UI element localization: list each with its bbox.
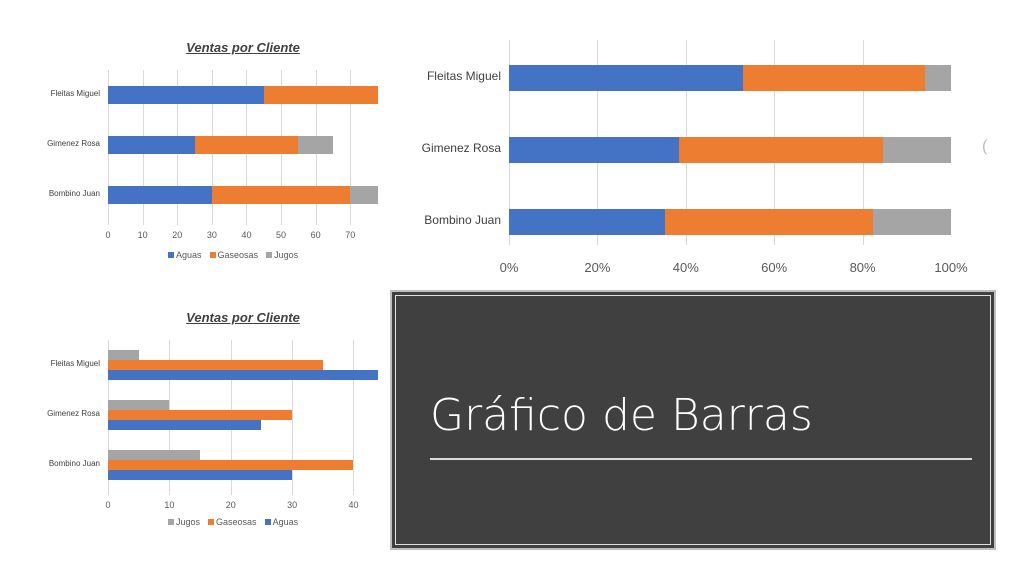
title-panel-frame bbox=[395, 295, 991, 545]
bar-gaseosas bbox=[679, 137, 883, 163]
legend-label: Aguas bbox=[176, 250, 202, 260]
x-tick-label: 100% bbox=[934, 260, 968, 275]
legend-item-gaseosas: Gaseosas bbox=[208, 517, 257, 527]
bar-aguas bbox=[108, 186, 212, 204]
legend-item-jugos: Jugos bbox=[266, 250, 298, 260]
y-category-label: Gimenez Rosa bbox=[421, 141, 501, 156]
legend-label: Jugos bbox=[176, 517, 201, 527]
legend-item-gaseosas: Gaseosas bbox=[209, 250, 259, 260]
stray-mark: ( bbox=[982, 138, 988, 155]
title-underline bbox=[430, 458, 972, 460]
slide-title: Gráfico de Barras bbox=[430, 390, 813, 441]
x-tick-label: 20% bbox=[584, 260, 611, 275]
bar-jugos bbox=[108, 400, 170, 410]
x-tick-label: 10 bbox=[164, 500, 175, 510]
gridline bbox=[353, 340, 355, 495]
y-category-label: Fleitas Miguel bbox=[426, 69, 501, 84]
bar-aguas bbox=[108, 370, 378, 380]
legend-swatch bbox=[266, 252, 273, 258]
x-tick-label: 0 bbox=[105, 230, 111, 240]
bar-jugos bbox=[108, 450, 201, 460]
x-tick-label: 40 bbox=[348, 500, 359, 510]
bar-aguas bbox=[108, 136, 195, 154]
x-tick-label: 50 bbox=[276, 230, 287, 240]
x-tick-label: 40% bbox=[672, 260, 699, 275]
y-category-label: Fleitas Miguel bbox=[50, 359, 100, 369]
bar-jugos bbox=[108, 350, 139, 360]
bar-aguas bbox=[509, 209, 665, 235]
title-panel: Gráfico de Barras bbox=[390, 290, 996, 550]
legend-swatch bbox=[264, 519, 271, 525]
bar-gaseosas bbox=[743, 65, 925, 91]
bar-gaseosas bbox=[108, 410, 293, 420]
chart-title: Ventas por Cliente bbox=[186, 40, 300, 55]
x-tick-label: 40 bbox=[241, 230, 252, 240]
y-category-label: Bombino Juan bbox=[48, 459, 100, 469]
y-category-label: Gimenez Rosa bbox=[47, 409, 100, 419]
bar-gaseosas bbox=[194, 136, 299, 154]
legend-item-aguas: Aguas bbox=[168, 250, 202, 260]
x-tick-label: 20 bbox=[225, 500, 236, 510]
bar-jugos bbox=[883, 137, 951, 163]
x-tick-label: 60 bbox=[310, 230, 321, 240]
chart-title: Ventas por Cliente bbox=[186, 310, 300, 325]
legend-item-aguas: Aguas bbox=[264, 517, 299, 527]
gridline bbox=[292, 340, 294, 495]
x-tick-label: 10 bbox=[137, 230, 148, 240]
bar-jugos bbox=[873, 209, 951, 235]
x-tick-label: 0% bbox=[499, 260, 519, 275]
y-category-label: Bombino Juan bbox=[424, 213, 501, 228]
clustered-bar-chart: Ventas por Cliente 0 10 20 30 40 Fleitas Migue… bbox=[20, 300, 390, 540]
gridline bbox=[350, 70, 352, 225]
legend-label: Gaseosas bbox=[217, 250, 259, 260]
bar-gaseosas bbox=[108, 360, 323, 370]
y-category-label: Bombino Juan bbox=[48, 189, 100, 199]
x-tick-label: 60% bbox=[761, 260, 788, 275]
legend-swatch bbox=[168, 519, 174, 525]
x-tick-label: 80% bbox=[849, 260, 876, 275]
bar-aguas bbox=[108, 420, 262, 430]
bar-gaseosas bbox=[211, 186, 351, 204]
bar-jugos bbox=[350, 186, 378, 204]
x-tick-label: 30 bbox=[206, 230, 217, 240]
stacked-bar-chart: Ventas por Cliente 0 10 20 30 40 50 60 70 Fleitas… bbox=[20, 30, 390, 270]
bar-jugos bbox=[298, 136, 333, 154]
chart-legend: Aguas Gaseosas Jugos bbox=[168, 250, 298, 260]
bar-gaseosas bbox=[263, 86, 378, 104]
legend-swatch bbox=[209, 252, 216, 258]
plot-area bbox=[108, 340, 378, 495]
legend-label: Jugos bbox=[274, 250, 299, 260]
x-tick-label: 0 bbox=[105, 500, 111, 510]
bar-aguas bbox=[509, 137, 679, 163]
legend-label: Gaseosas bbox=[216, 517, 257, 527]
legend-swatch bbox=[208, 519, 215, 525]
x-tick-label: 30 bbox=[287, 500, 298, 510]
bar-aguas bbox=[509, 65, 743, 91]
y-category-label: Gimenez Rosa bbox=[47, 139, 100, 149]
plot-area bbox=[108, 70, 378, 225]
bar-aguas bbox=[108, 470, 293, 480]
bar-gaseosas bbox=[665, 209, 873, 235]
legend-item-jugos: Jugos bbox=[168, 517, 200, 527]
x-tick-label: 70 bbox=[345, 230, 356, 240]
bar-aguas bbox=[108, 86, 264, 104]
x-tick-label: 20 bbox=[172, 230, 183, 240]
chart-legend: Jugos Gaseosas Aguas bbox=[168, 517, 298, 527]
y-category-label: Fleitas Miguel bbox=[50, 89, 100, 99]
legend-label: Aguas bbox=[272, 517, 299, 527]
plot-area bbox=[509, 40, 951, 245]
percent-stacked-bar-chart: 0% 20% 40% 60% 80% 100% Fleitas Miguel Gimenez … bbox=[400, 30, 1000, 280]
bar-jugos bbox=[925, 65, 951, 91]
bar-gaseosas bbox=[108, 460, 354, 470]
legend-swatch bbox=[168, 252, 174, 258]
